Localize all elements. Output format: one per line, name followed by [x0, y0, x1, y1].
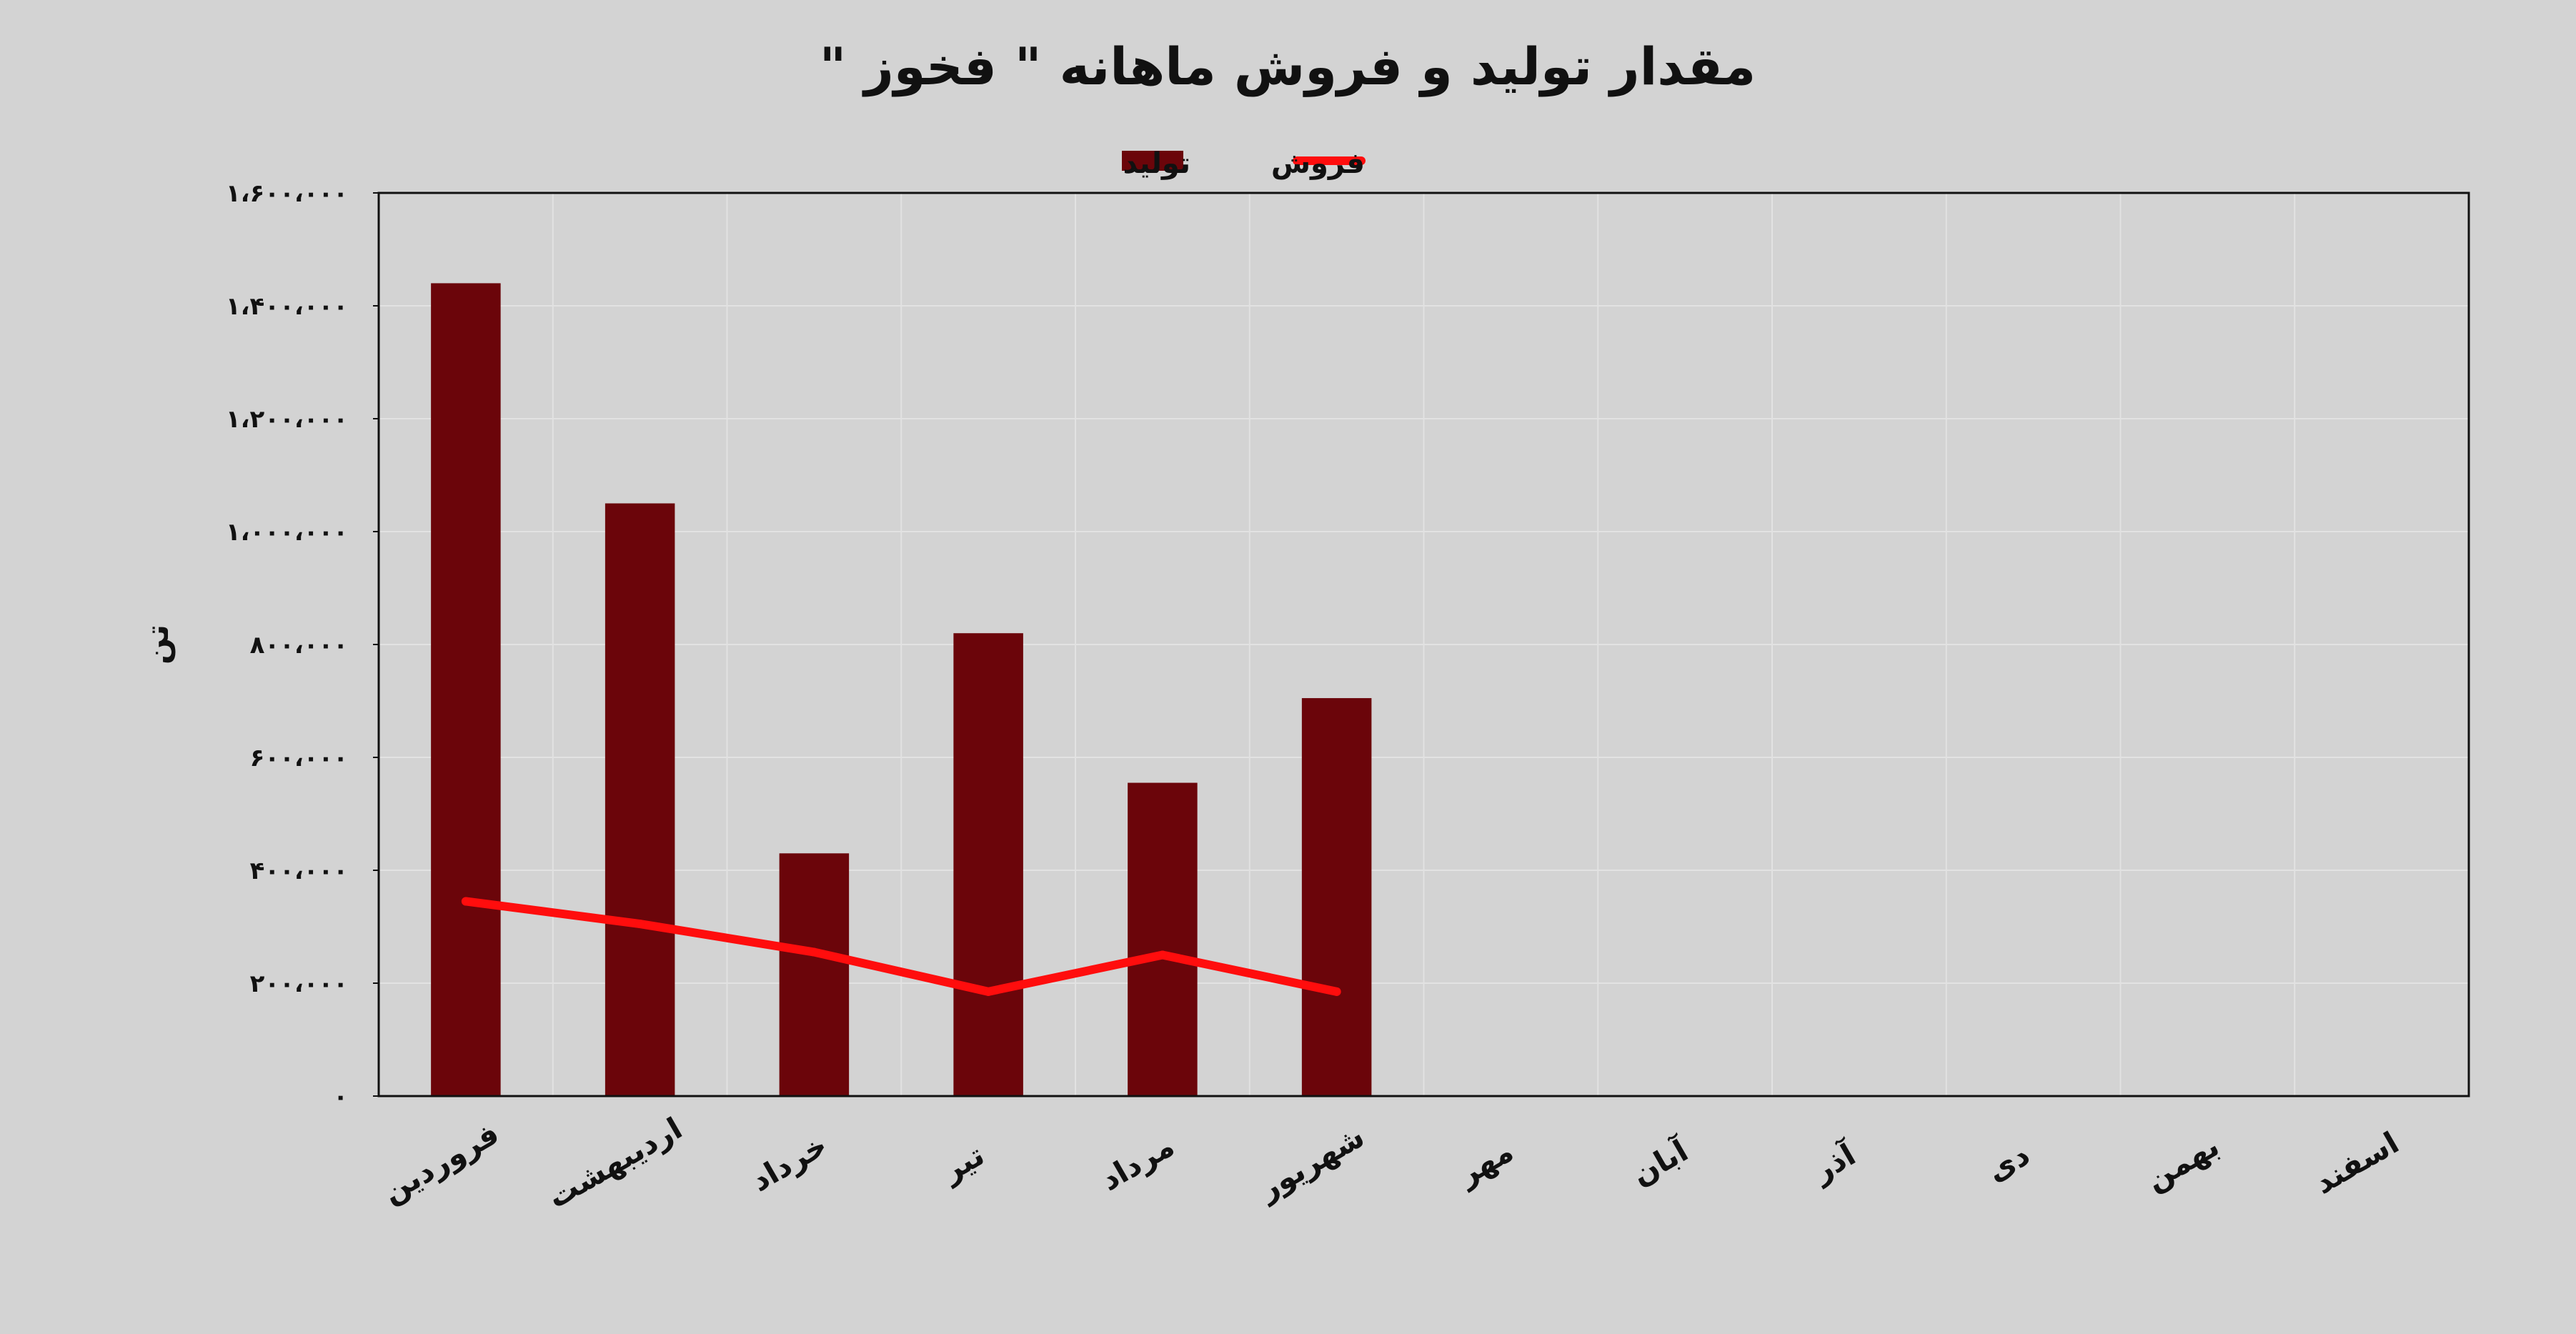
- chart-title: مقدار تولید و فروش ماهانه " فخوز ": [820, 36, 1756, 97]
- legend-label-production: تولید: [1123, 147, 1190, 180]
- plot-area-frame: [377, 191, 2470, 1097]
- legend-label-sales: فروش: [1271, 147, 1365, 180]
- y-tick-label: ۱،۶۰۰،۰۰۰: [226, 179, 348, 208]
- y-tick-label: ۸۰۰،۰۰۰: [250, 631, 348, 659]
- gridlines: [379, 193, 2469, 1096]
- legend-swatch-production: [1122, 151, 1183, 171]
- line-sales: [461, 897, 1341, 996]
- legend: تولید فروش: [1122, 147, 1366, 180]
- y-tick-label: ۰: [333, 1082, 348, 1111]
- point-sales: [984, 987, 993, 996]
- bar-production: [779, 853, 850, 1096]
- bar-production: [605, 503, 675, 1096]
- y-tick-label: ۱،۲۰۰،۰۰۰: [226, 405, 348, 434]
- point-sales: [1332, 987, 1341, 996]
- y-tick-label: ۴۰۰،۰۰۰: [250, 857, 348, 885]
- bar-production: [431, 283, 501, 1096]
- y-tick-label: ۱،۴۰۰،۰۰۰: [226, 292, 348, 321]
- point-sales: [461, 897, 470, 906]
- y-axis-ticks: ۰ ۲۰۰،۰۰۰ ۴۰۰،۰۰۰ ۶۰۰،۰۰۰ ۸۰۰،۰۰۰ ۱،۰۰۰،۰۰۰ ۱،…: [226, 179, 379, 1111]
- point-sales: [810, 947, 819, 957]
- y-tick-label: ۲۰۰،۰۰۰: [250, 970, 348, 998]
- sales-line: [461, 897, 1341, 996]
- y-tick-label: ۶۰۰،۰۰۰: [250, 744, 348, 772]
- bar-production: [1128, 782, 1198, 1096]
- y-tick-label: ۱،۰۰۰،۰۰۰: [226, 518, 348, 547]
- point-sales: [1158, 950, 1167, 960]
- bar-production: [953, 633, 1023, 1096]
- y-axis-label: تن: [139, 624, 176, 664]
- production-bars: [431, 283, 1372, 1096]
- point-sales: [635, 920, 645, 929]
- bar-production: [1301, 698, 1372, 1096]
